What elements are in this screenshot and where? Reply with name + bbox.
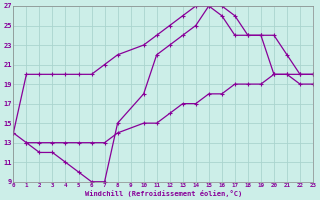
- X-axis label: Windchill (Refroidissement éolien,°C): Windchill (Refroidissement éolien,°C): [84, 190, 242, 197]
